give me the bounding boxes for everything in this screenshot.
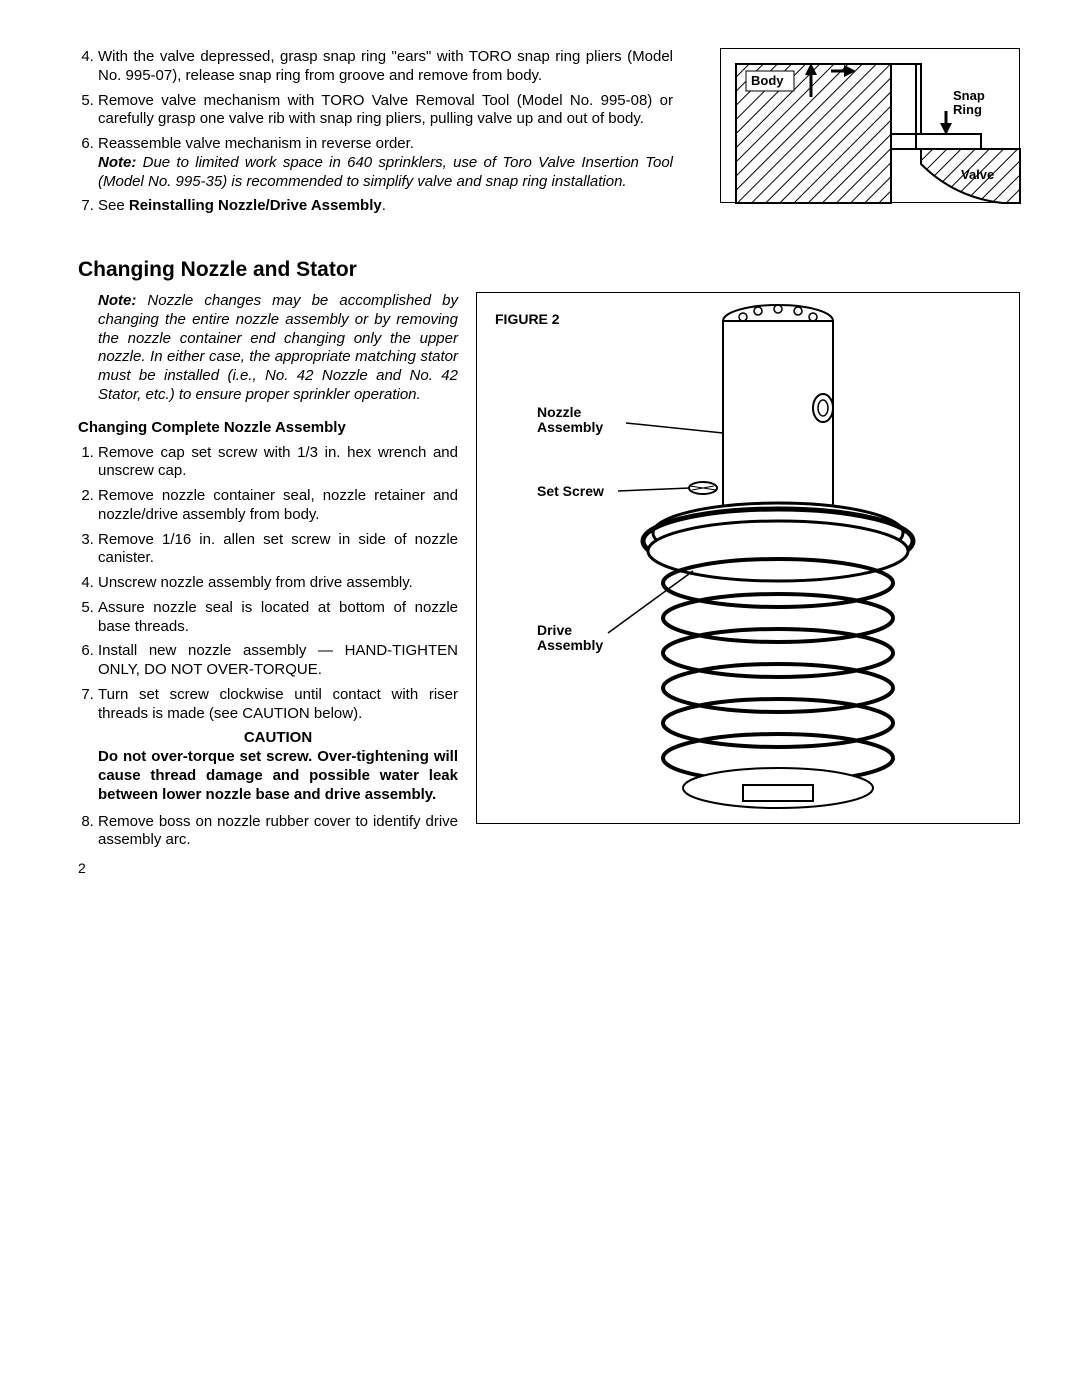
top-instruction-text: With the valve depressed, grasp snap rin… <box>78 48 673 216</box>
label-snap-ring: Snap Ring <box>953 89 985 118</box>
right-column: FIGURE 2 Nozzle Assembly Set Screw Drive… <box>476 292 1020 824</box>
section-heading: Changing Nozzle and Stator <box>78 258 1020 282</box>
step-c5: Assure nozzle seal is located at bottom … <box>98 599 458 637</box>
label-set-screw: Set Screw <box>537 483 604 499</box>
figure-2-svg <box>477 293 1019 823</box>
top-section: With the valve depressed, grasp snap rin… <box>78 48 1020 216</box>
step-7-bold: Reinstalling Nozzle/Drive Assembly <box>129 197 382 214</box>
label-drive-assembly: Drive Assembly <box>537 623 603 654</box>
top-diagram: Body Snap Ring Valve <box>720 48 1020 203</box>
steps-list-cont: Remove boss on nozzle rubber cover to id… <box>78 813 458 851</box>
step-5: Remove valve mechanism with TORO Valve R… <box>98 92 673 130</box>
step-6-note-text: Due to limited work space in 640 sprinkl… <box>98 154 673 190</box>
label-valve: Valve <box>961 167 994 182</box>
figure-2: FIGURE 2 Nozzle Assembly Set Screw Drive… <box>476 292 1020 824</box>
step-c4: Unscrew nozzle assembly from drive assem… <box>98 574 458 593</box>
two-column-layout: Note: Nozzle changes may be accomplished… <box>78 292 1020 856</box>
step-6-text: Reassemble valve mechanism in reverse or… <box>98 135 414 152</box>
note-label: Note: <box>98 292 136 309</box>
caution-text: Do not over-torque set screw. Over-tight… <box>98 748 458 804</box>
step-7: See Reinstalling Nozzle/Drive Assembly. <box>98 197 673 216</box>
subheading: Changing Complete Nozzle Assembly <box>78 419 458 436</box>
step-c8: Remove boss on nozzle rubber cover to id… <box>98 813 458 851</box>
step-4: With the valve depressed, grasp snap rin… <box>98 48 673 86</box>
step-c3: Remove 1/16 in. allen set screw in side … <box>98 531 458 569</box>
step-c6: Install new nozzle assembly — HAND-TIGHT… <box>98 642 458 680</box>
step-c7: Turn set screw clockwise until contact w… <box>98 686 458 724</box>
caution-block: CAUTION Do not over-torque set screw. Ov… <box>78 729 458 804</box>
step-6: Reassemble valve mechanism in reverse or… <box>98 135 673 191</box>
top-ordered-list: With the valve depressed, grasp snap rin… <box>78 48 673 216</box>
steps-list: Remove cap set screw with 1/3 in. hex wr… <box>78 444 458 724</box>
page: With the valve depressed, grasp snap rin… <box>0 0 1080 896</box>
label-body: Body <box>751 73 784 88</box>
step-7-post: . <box>382 197 386 214</box>
caution-title: CAUTION <box>98 729 458 746</box>
note-text: Nozzle changes may be accomplished by ch… <box>98 292 458 403</box>
figure-2-title: FIGURE 2 <box>495 311 560 327</box>
label-nozzle-assembly: Nozzle Assembly <box>537 405 603 436</box>
step-7-pre: See <box>98 197 129 214</box>
step-6-note: Note: Due to limited work space in 640 s… <box>98 154 673 190</box>
intro-note: Note: Nozzle changes may be accomplished… <box>78 292 458 405</box>
page-number: 2 <box>78 860 86 876</box>
step-c1: Remove cap set screw with 1/3 in. hex wr… <box>98 444 458 482</box>
step-c2: Remove nozzle container seal, nozzle ret… <box>98 487 458 525</box>
left-column: Note: Nozzle changes may be accomplished… <box>78 292 458 856</box>
